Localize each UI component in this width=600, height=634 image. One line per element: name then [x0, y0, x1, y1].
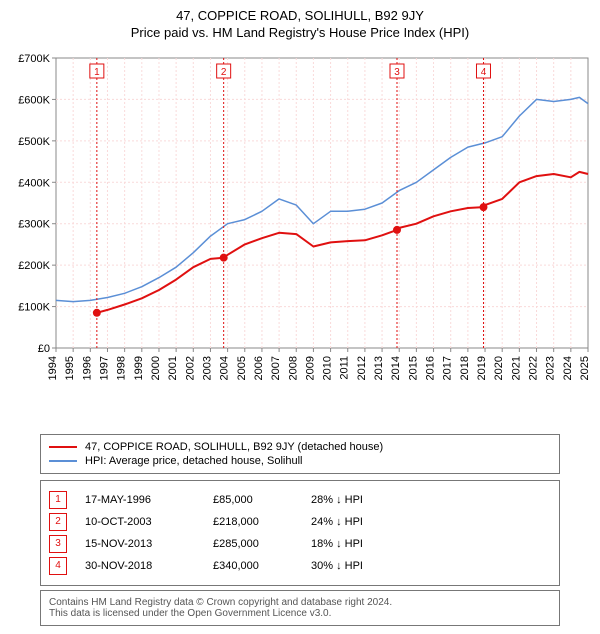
svg-text:2009: 2009: [304, 356, 316, 380]
transaction-row: 4 30-NOV-2018 £340,000 30% ↓ HPI: [49, 557, 551, 575]
svg-text:2003: 2003: [201, 356, 213, 380]
svg-text:2010: 2010: [322, 356, 334, 380]
transaction-number: 4: [49, 557, 67, 575]
svg-text:2008: 2008: [287, 356, 299, 380]
svg-text:1995: 1995: [64, 356, 76, 380]
transaction-number: 1: [49, 491, 67, 509]
transaction-row: 3 15-NOV-2013 £285,000 18% ↓ HPI: [49, 535, 551, 553]
legend-swatch: [49, 446, 77, 448]
svg-text:2015: 2015: [407, 356, 419, 380]
transaction-delta: 30% ↓ HPI: [311, 560, 421, 572]
svg-text:1996: 1996: [81, 356, 93, 380]
legend-label: HPI: Average price, detached house, Soli…: [85, 455, 303, 467]
transaction-price: £218,000: [213, 516, 293, 528]
svg-text:2000: 2000: [150, 356, 162, 380]
chart-container: 47, COPPICE ROAD, SOLIHULL, B92 9JY Pric…: [0, 0, 600, 626]
svg-text:£300K: £300K: [18, 219, 50, 231]
svg-text:£200K: £200K: [18, 260, 50, 272]
transaction-date: 30-NOV-2018: [85, 560, 195, 572]
svg-text:2004: 2004: [219, 356, 231, 380]
transaction-number: 2: [49, 513, 67, 531]
svg-text:2020: 2020: [493, 356, 505, 380]
transaction-delta: 28% ↓ HPI: [311, 494, 421, 506]
svg-text:2025: 2025: [579, 356, 591, 380]
svg-text:2012: 2012: [356, 356, 368, 380]
svg-text:2023: 2023: [545, 356, 557, 380]
chart-svg: £0 £100K £200K £300K £400K £500K £600K £700K 199…: [0, 48, 600, 428]
svg-text:2022: 2022: [528, 356, 540, 380]
legend-item: 47, COPPICE ROAD, SOLIHULL, B92 9JY (det…: [49, 441, 551, 453]
svg-text:3: 3: [394, 67, 400, 78]
transaction-date: 15-NOV-2013: [85, 538, 195, 550]
transaction-row: 1 17-MAY-1996 £85,000 28% ↓ HPI: [49, 491, 551, 509]
svg-text:2013: 2013: [373, 356, 385, 380]
svg-text:£700K: £700K: [18, 53, 50, 65]
svg-text:£500K: £500K: [18, 136, 50, 148]
svg-text:£600K: £600K: [18, 94, 50, 106]
footer: Contains HM Land Registry data © Crown c…: [40, 590, 560, 626]
transaction-date: 10-OCT-2003: [85, 516, 195, 528]
svg-text:£0: £0: [38, 343, 50, 355]
svg-text:2002: 2002: [184, 356, 196, 380]
transaction-delta: 18% ↓ HPI: [311, 538, 421, 550]
svg-text:2005: 2005: [236, 356, 248, 380]
svg-text:2011: 2011: [339, 356, 351, 380]
transaction-price: £85,000: [213, 494, 293, 506]
chart-address-title: 47, COPPICE ROAD, SOLIHULL, B92 9JY: [0, 8, 600, 23]
svg-text:2019: 2019: [476, 356, 488, 380]
svg-text:1994: 1994: [47, 356, 59, 380]
svg-text:2014: 2014: [390, 356, 402, 380]
svg-text:2: 2: [221, 67, 227, 78]
legend: 47, COPPICE ROAD, SOLIHULL, B92 9JY (det…: [40, 434, 560, 474]
svg-text:1: 1: [94, 67, 100, 78]
svg-text:£100K: £100K: [18, 302, 50, 314]
footer-line: Contains HM Land Registry data © Crown c…: [49, 597, 551, 608]
svg-text:2001: 2001: [167, 356, 179, 380]
footer-line: This data is licensed under the Open Gov…: [49, 608, 551, 619]
svg-text:2016: 2016: [425, 356, 437, 380]
transaction-price: £340,000: [213, 560, 293, 572]
chart-area: £0 £100K £200K £300K £400K £500K £600K £700K 199…: [0, 48, 600, 428]
transaction-row: 2 10-OCT-2003 £218,000 24% ↓ HPI: [49, 513, 551, 531]
svg-text:4: 4: [481, 67, 487, 78]
svg-text:2024: 2024: [562, 356, 574, 380]
chart-subtitle: Price paid vs. HM Land Registry's House …: [0, 25, 600, 40]
legend-swatch: [49, 460, 77, 462]
transactions-table: 1 17-MAY-1996 £85,000 28% ↓ HPI 2 10-OCT-2003…: [40, 480, 560, 586]
transaction-date: 17-MAY-1996: [85, 494, 195, 506]
svg-text:1999: 1999: [133, 356, 145, 380]
svg-text:2006: 2006: [253, 356, 265, 380]
svg-text:2017: 2017: [442, 356, 454, 380]
svg-text:1998: 1998: [116, 356, 128, 380]
svg-text:2018: 2018: [459, 356, 471, 380]
svg-text:2021: 2021: [510, 356, 522, 380]
svg-text:£400K: £400K: [18, 177, 50, 189]
svg-text:1997: 1997: [98, 356, 110, 380]
titles: 47, COPPICE ROAD, SOLIHULL, B92 9JY Pric…: [0, 0, 600, 40]
transaction-number: 3: [49, 535, 67, 553]
svg-text:2007: 2007: [270, 356, 282, 380]
transaction-price: £285,000: [213, 538, 293, 550]
transaction-delta: 24% ↓ HPI: [311, 516, 421, 528]
legend-label: 47, COPPICE ROAD, SOLIHULL, B92 9JY (det…: [85, 441, 383, 453]
legend-item: HPI: Average price, detached house, Soli…: [49, 455, 551, 467]
